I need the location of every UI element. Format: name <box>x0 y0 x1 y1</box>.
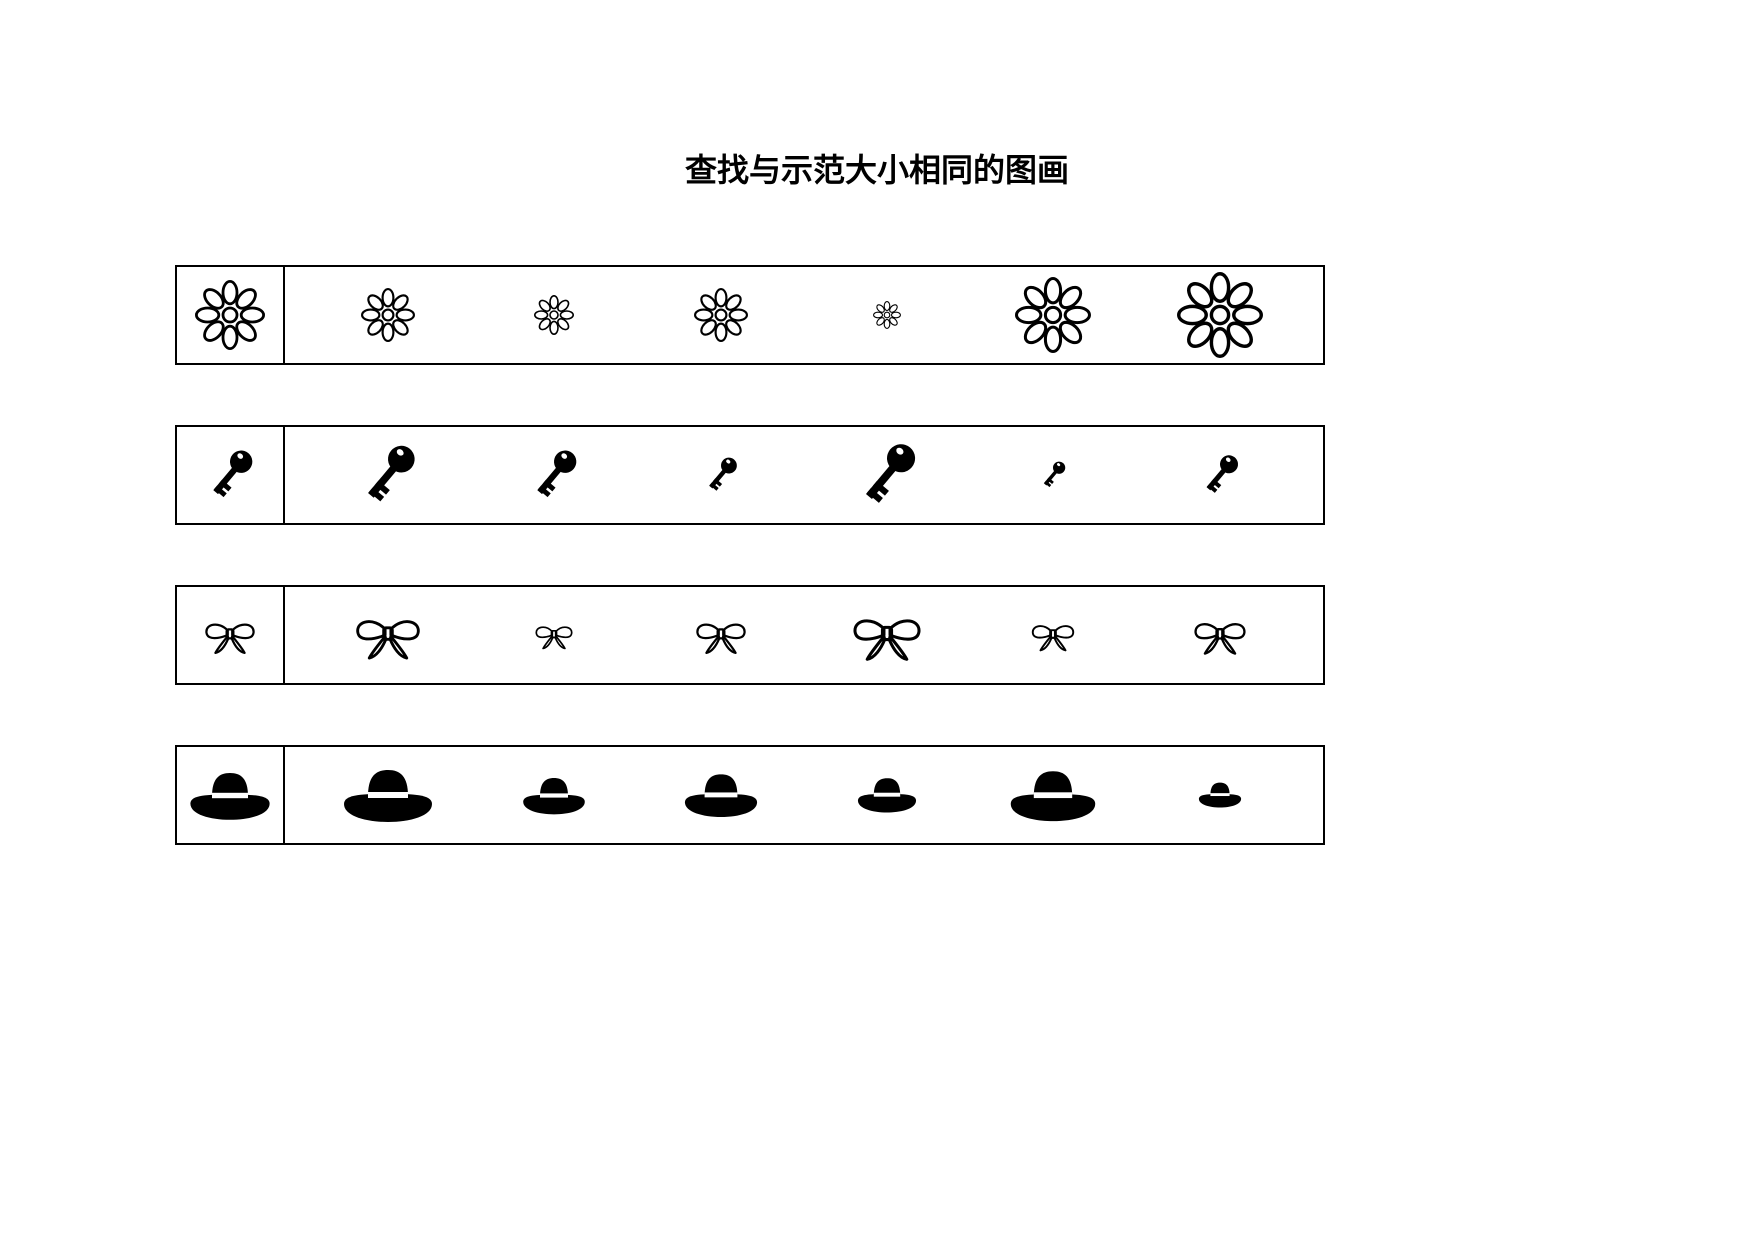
options-cell-bow <box>285 587 1323 683</box>
row-hat <box>175 745 1325 845</box>
row-flower <box>175 265 1325 365</box>
row-bow <box>175 585 1325 685</box>
key-icon <box>199 444 261 506</box>
flower-icon <box>873 301 901 329</box>
bow-icon <box>693 607 749 663</box>
worksheet-rows <box>175 265 1325 905</box>
flower-icon <box>1015 277 1091 353</box>
key-icon <box>1036 458 1070 492</box>
hat-icon <box>680 758 762 832</box>
hat-icon <box>1196 773 1244 816</box>
option-hat-3[interactable] <box>638 758 804 832</box>
key-icon <box>523 444 585 506</box>
option-key-4[interactable] <box>804 436 970 514</box>
options-cell-hat <box>285 747 1323 843</box>
flower-icon <box>534 295 574 335</box>
hat-icon <box>185 755 275 836</box>
example-cell-bow <box>177 587 285 683</box>
option-bow-1[interactable] <box>305 599 471 671</box>
option-bow-3[interactable] <box>638 607 804 663</box>
hat-icon <box>1005 752 1101 838</box>
example-cell-hat <box>177 747 285 843</box>
option-bow-6[interactable] <box>1137 606 1303 664</box>
option-flower-3[interactable] <box>638 288 804 342</box>
hat-icon <box>854 765 920 824</box>
bow-icon <box>849 597 925 673</box>
bow-icon <box>1191 606 1249 664</box>
option-key-1[interactable] <box>305 438 471 512</box>
option-bow-4[interactable] <box>804 597 970 673</box>
options-cell-flower <box>285 267 1323 363</box>
option-flower-1[interactable] <box>305 288 471 342</box>
flower-icon <box>694 288 748 342</box>
option-hat-6[interactable] <box>1137 773 1303 816</box>
row-key <box>175 425 1325 525</box>
key-icon <box>1195 450 1245 500</box>
flower-icon <box>195 280 265 350</box>
flower-icon <box>361 288 415 342</box>
example-cell-flower <box>177 267 285 363</box>
option-hat-2[interactable] <box>471 764 637 827</box>
option-key-5[interactable] <box>970 458 1136 492</box>
option-hat-4[interactable] <box>804 765 970 824</box>
options-cell-key <box>285 427 1323 523</box>
option-key-3[interactable] <box>638 453 804 497</box>
option-flower-4[interactable] <box>804 301 970 329</box>
bow-icon <box>533 614 575 656</box>
bow-icon <box>1029 611 1077 659</box>
option-flower-2[interactable] <box>471 295 637 335</box>
key-icon <box>699 453 743 497</box>
flower-icon <box>1177 272 1263 358</box>
hat-icon <box>519 764 589 827</box>
option-flower-5[interactable] <box>970 277 1136 353</box>
key-icon <box>351 438 425 512</box>
option-hat-1[interactable] <box>305 750 471 840</box>
worksheet-title: 查找与示范大小相同的图画 <box>0 145 1754 191</box>
example-cell-key <box>177 427 285 523</box>
bow-icon <box>352 599 424 671</box>
option-hat-5[interactable] <box>970 752 1136 838</box>
option-bow-5[interactable] <box>970 611 1136 659</box>
option-key-2[interactable] <box>471 444 637 506</box>
option-key-6[interactable] <box>1137 450 1303 500</box>
key-icon <box>848 436 926 514</box>
hat-icon <box>338 750 438 840</box>
option-flower-6[interactable] <box>1137 272 1303 358</box>
bow-icon <box>202 607 258 663</box>
option-bow-2[interactable] <box>471 614 637 656</box>
